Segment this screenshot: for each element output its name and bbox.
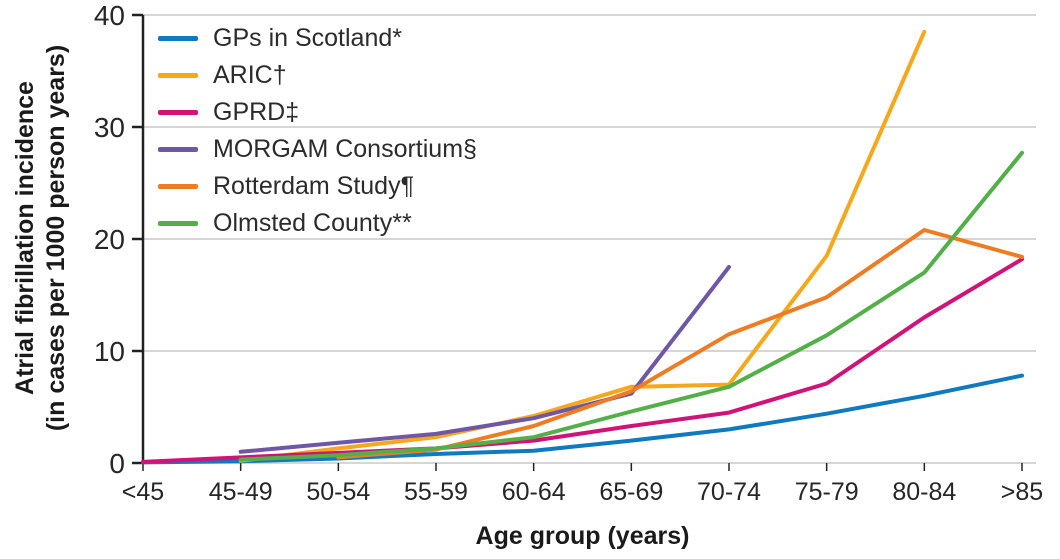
legend-swatch [158,36,198,41]
x-tick-label: 60-64 [502,478,566,506]
x-tick-label: 55-59 [404,478,468,506]
legend-swatch [158,110,198,115]
legend-swatch [158,184,198,189]
legend-swatch [158,221,198,226]
x-tick-label: <45 [122,478,164,506]
legend: GPs in Scotland* ARIC† GPRD‡ MORGAM Consort… [158,20,477,242]
x-tick-label: 80-84 [892,478,956,506]
legend-label: Rotterdam Study¶ [213,172,415,200]
legend-label: GPs in Scotland* [213,24,402,52]
x-tick-label: 65-69 [599,478,663,506]
x-tick-label: 70-74 [697,478,761,506]
legend-item: GPs in Scotland* [158,20,477,57]
x-tick-label: 45-49 [209,478,273,506]
legend-item: GPRD‡ [158,94,477,131]
y-tick-label: 20 [94,224,125,255]
y-tick-label: 0 [109,448,125,479]
series-line [238,29,927,463]
legend-label: ARIC† [213,61,287,89]
legend-label: MORGAM Consortium§ [213,135,477,163]
series-line [336,228,1024,460]
legend-item: Rotterdam Study¶ [158,168,477,205]
x-tick-label: 75-79 [795,478,859,506]
y-tick-label: 40 [94,0,125,31]
legend-item: MORGAM Consortium§ [158,131,477,168]
x-tick-label: >85 [1001,478,1043,506]
legend-item: Olmsted County** [158,205,477,242]
legend-item: ARIC† [158,57,477,94]
x-tick-label: 50-54 [306,478,370,506]
legend-swatch [158,73,198,78]
series-line [141,373,1024,465]
legend-swatch [158,147,198,152]
legend-label: Olmsted County** [213,209,412,237]
y-tick-label: 10 [94,336,125,367]
series-line [238,265,731,454]
series-line [238,150,1024,462]
legend-label: GPRD‡ [213,98,300,126]
series-line [141,257,1024,464]
x-axis-title: Age group (years) [475,522,690,550]
y-tick-label: 30 [94,112,125,143]
